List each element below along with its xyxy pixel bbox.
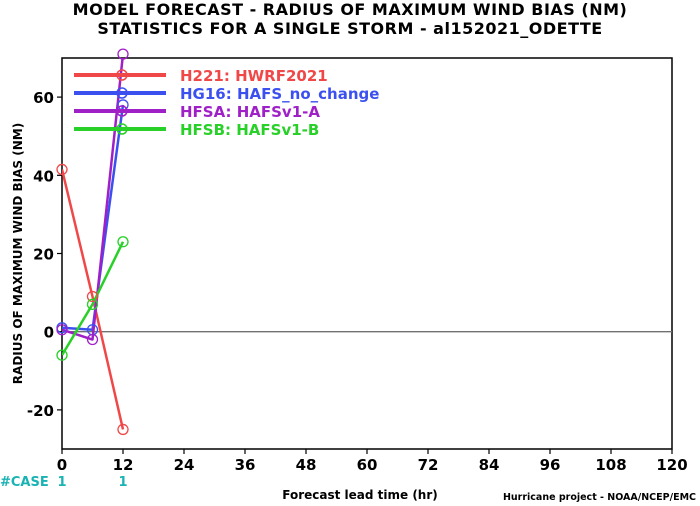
chart-subtitle: STATISTICS FOR A SINGLE STORM - al152021… bbox=[97, 19, 603, 38]
y-tick-label: 20 bbox=[33, 246, 54, 264]
data-point bbox=[56, 163, 68, 176]
x-tick-label: 108 bbox=[595, 456, 626, 474]
credit-text: Hurricane project - NOAA/NCEP/EMC bbox=[502, 492, 696, 503]
data-point bbox=[86, 298, 99, 310]
legend-label: HFSA: HAFSv1-A bbox=[180, 103, 320, 121]
legend-marker bbox=[116, 123, 128, 135]
y-tick-label: 0 bbox=[44, 324, 54, 342]
legend-label: H221: HWRF2021 bbox=[180, 67, 328, 85]
case-count: 1 bbox=[118, 475, 127, 490]
series-line bbox=[62, 169, 125, 430]
data-point bbox=[117, 236, 129, 248]
chart-title: MODEL FORECAST - RADIUS OF MAXIMUM WIND … bbox=[72, 0, 628, 19]
x-tick-label: 60 bbox=[357, 456, 378, 474]
series-line bbox=[62, 241, 125, 356]
data-point bbox=[56, 349, 68, 361]
data-point bbox=[56, 324, 68, 336]
x-tick-label: 120 bbox=[656, 456, 687, 474]
x-tick-label: 0 bbox=[57, 456, 67, 474]
y-tick-label: 60 bbox=[33, 89, 54, 107]
x-tick-label: 84 bbox=[479, 456, 500, 474]
data-point bbox=[86, 290, 99, 303]
x-tick-label: 72 bbox=[418, 456, 439, 474]
y-tick-label: 40 bbox=[33, 167, 54, 185]
x-tick-label: 96 bbox=[540, 456, 561, 474]
data-point bbox=[117, 48, 129, 60]
data-point bbox=[117, 423, 129, 436]
case-label: #CASE bbox=[0, 475, 49, 490]
legend-marker bbox=[116, 87, 128, 99]
data-point bbox=[86, 333, 99, 346]
plot-frame bbox=[61, 57, 673, 450]
x-tick-label: 12 bbox=[113, 456, 134, 474]
case-count: 1 bbox=[57, 475, 66, 490]
legend-marker bbox=[116, 69, 128, 81]
legend-marker bbox=[116, 105, 128, 117]
series-line bbox=[62, 58, 124, 341]
x-tick-label: 48 bbox=[296, 456, 317, 474]
y-tick-label: -20 bbox=[27, 402, 54, 420]
y-axis-label: RADIUS OF MAXIMUM WIND BIAS (NM) bbox=[11, 123, 25, 384]
legend-label: HFSB: HAFSv1-B bbox=[180, 121, 319, 139]
legend-label: HG16: HAFS_no_change bbox=[180, 85, 379, 103]
x-tick-label: 24 bbox=[174, 456, 195, 474]
x-tick-label: 36 bbox=[235, 456, 256, 474]
x-axis-label: Forecast lead time (hr) bbox=[282, 488, 438, 502]
